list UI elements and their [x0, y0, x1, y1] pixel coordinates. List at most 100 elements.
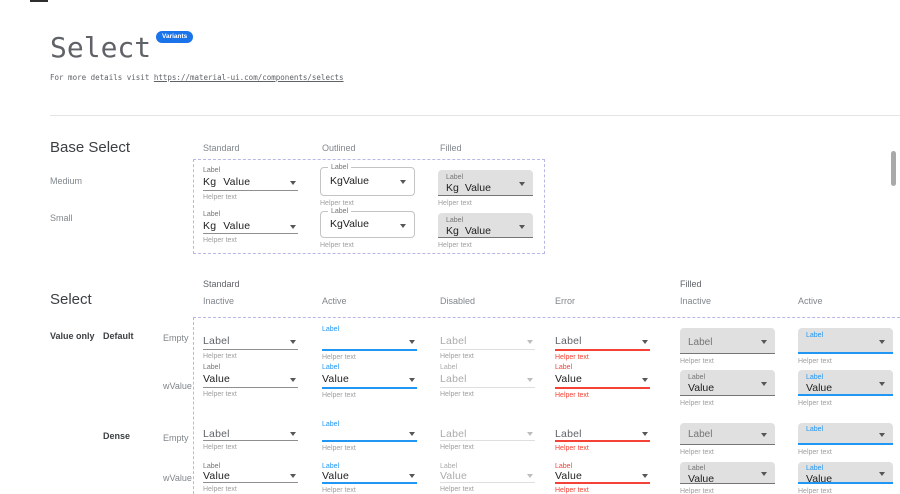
column-header-filled: Filled [440, 143, 462, 153]
helper-text: Helper text [555, 392, 589, 399]
adornment: Kg [446, 225, 459, 237]
field-value: Value [223, 176, 251, 188]
dropdown-arrow-icon [409, 432, 415, 436]
field-label: Label [322, 326, 340, 333]
dropdown-arrow-icon [409, 340, 415, 344]
field-label: Label [806, 374, 824, 381]
standard-select-dense-inactive-wvalue[interactable]: Label Value Helper text [203, 462, 298, 493]
field-label: Label [555, 463, 573, 470]
standard-select-inactive-wvalue[interactable]: Label Value Helper text [203, 363, 298, 398]
field-underline [440, 440, 535, 441]
group-header-filled: Filled [680, 279, 702, 289]
base-standard-select-medium[interactable]: Label Kg Value Helper text [203, 166, 298, 201]
base-select-frame [193, 159, 545, 254]
base-filled-select-medium[interactable]: Label Kg Value Helper text [438, 170, 533, 207]
field-label: Label [203, 335, 230, 347]
dropdown-arrow-icon [879, 433, 885, 437]
dropdown-arrow-icon [879, 472, 885, 476]
dropdown-arrow-icon [290, 340, 296, 344]
adornment: Kg [203, 220, 217, 232]
helper-text: Helper text [440, 444, 474, 451]
field-underline [555, 440, 650, 442]
field-label: Label [446, 217, 464, 224]
field-value: Value [464, 225, 491, 237]
filled-select-active-empty[interactable]: Label Helper text [798, 328, 893, 365]
standard-select-dense-active-wvalue[interactable]: Label Value Helper text [322, 462, 417, 494]
field-underline [440, 349, 535, 350]
base-outlined-select-medium[interactable]: Label KgValue Helper text [320, 164, 415, 207]
dropdown-arrow-icon [400, 224, 406, 228]
field-label: Label [555, 428, 582, 440]
helper-text: Helper text [203, 486, 237, 493]
field-underline [203, 190, 298, 191]
variants-badge: Variants [156, 31, 194, 43]
field-label: Label [328, 208, 352, 216]
base-outlined-select-small[interactable]: Label KgValue Helper text [320, 208, 415, 249]
filled-select-inactive-wvalue[interactable]: Label Value Helper text [680, 370, 775, 407]
select-states-frame [193, 317, 900, 494]
helper-text: Helper text [555, 487, 589, 494]
field-label: Label [322, 463, 340, 470]
dropdown-arrow-icon [761, 382, 767, 386]
field-underline [555, 387, 650, 389]
field-label: Label [688, 429, 713, 440]
dropdown-arrow-icon [290, 378, 296, 382]
dropdown-arrow-icon [642, 378, 648, 382]
dropdown-arrow-icon [290, 474, 296, 478]
select-heading: Select [50, 291, 92, 308]
standard-select-error-empty[interactable]: Label Helper text [555, 325, 650, 361]
docs-link[interactable]: https://material-ui.com/components/selec… [153, 73, 344, 82]
base-standard-select-small[interactable]: Label Kg Value Helper text [203, 210, 298, 244]
field-value: Value [688, 382, 715, 394]
field-underline [203, 482, 298, 483]
dropdown-arrow-icon [290, 181, 296, 185]
row-state-wvalue: wValue [163, 381, 192, 391]
filled-select-dense-inactive-empty[interactable]: Label Helper text [680, 423, 775, 456]
field-label: Label [203, 463, 221, 470]
filled-select-inactive-empty[interactable]: Label Helper text [680, 328, 775, 365]
helper-text: Helper text [680, 488, 714, 494]
section-divider [50, 115, 900, 116]
helper-text: Helper text [203, 194, 237, 201]
column-header-filled-inactive: Inactive [680, 296, 712, 306]
field-label: Label [688, 336, 713, 348]
helper-text: Helper text [680, 400, 714, 407]
standard-select-dense-error-empty[interactable]: Label Helper text [555, 420, 650, 452]
field-value: Value [322, 470, 350, 482]
dropdown-arrow-icon [642, 340, 648, 344]
column-header-outlined: Outlined [322, 143, 356, 153]
filled-select-dense-active-wvalue[interactable]: Label Value Helper text [798, 462, 893, 494]
field-underline [322, 349, 417, 351]
filled-select-active-wvalue[interactable]: Label Value Helper text [798, 370, 893, 407]
standard-select-error-wvalue[interactable]: Label Value Helper text [555, 363, 650, 399]
standard-select-dense-inactive-empty[interactable]: Label Helper text [203, 420, 298, 451]
base-filled-select-small[interactable]: Label Kg Value Helper text [438, 213, 533, 249]
field-value: Value [322, 373, 350, 385]
filled-select-dense-active-empty[interactable]: Label Helper text [798, 423, 893, 456]
standard-select-active-wvalue[interactable]: Label Value Helper text [322, 363, 417, 399]
dropdown-arrow-icon [642, 432, 648, 436]
scrollbar-thumb[interactable] [891, 151, 896, 186]
field-label: Label [322, 421, 340, 428]
field-value: Value [464, 182, 491, 194]
standard-select-active-empty[interactable]: Label Helper text [322, 325, 417, 361]
standard-select-dense-error-wvalue[interactable]: Label Value Helper text [555, 462, 650, 494]
dropdown-arrow-icon [761, 472, 767, 476]
standard-select-inactive-empty[interactable]: Label Helper text [203, 325, 298, 360]
field-underline [322, 387, 417, 389]
field-label: Label [203, 167, 221, 174]
field-label: Label [688, 374, 706, 381]
helper-text: Helper text [680, 449, 714, 456]
helper-text: Helper text [203, 391, 237, 398]
field-value: Value [223, 220, 251, 232]
dropdown-arrow-icon [519, 182, 525, 186]
dropdown-arrow-icon [290, 432, 296, 436]
standard-select-dense-active-empty[interactable]: Label Helper text [322, 420, 417, 452]
subtitle: For more details visit https://material-… [50, 73, 344, 82]
adornment: Kg [330, 175, 343, 187]
filled-select-dense-inactive-wvalue[interactable]: Label Value Helper text [680, 462, 775, 494]
field-value: Label [440, 373, 467, 385]
field-label: Label [555, 335, 582, 347]
field-label: Label [688, 465, 706, 472]
